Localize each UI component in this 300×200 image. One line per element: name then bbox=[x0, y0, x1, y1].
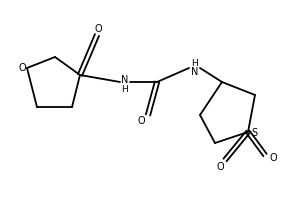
Text: O: O bbox=[137, 116, 145, 126]
Text: O: O bbox=[269, 153, 277, 163]
Text: S: S bbox=[251, 128, 257, 138]
Text: N: N bbox=[191, 67, 199, 77]
Text: O: O bbox=[18, 63, 26, 73]
Text: O: O bbox=[94, 24, 102, 34]
Text: H: H bbox=[122, 84, 128, 94]
Text: O: O bbox=[216, 162, 224, 172]
Text: H: H bbox=[192, 58, 198, 68]
Text: N: N bbox=[121, 75, 129, 85]
